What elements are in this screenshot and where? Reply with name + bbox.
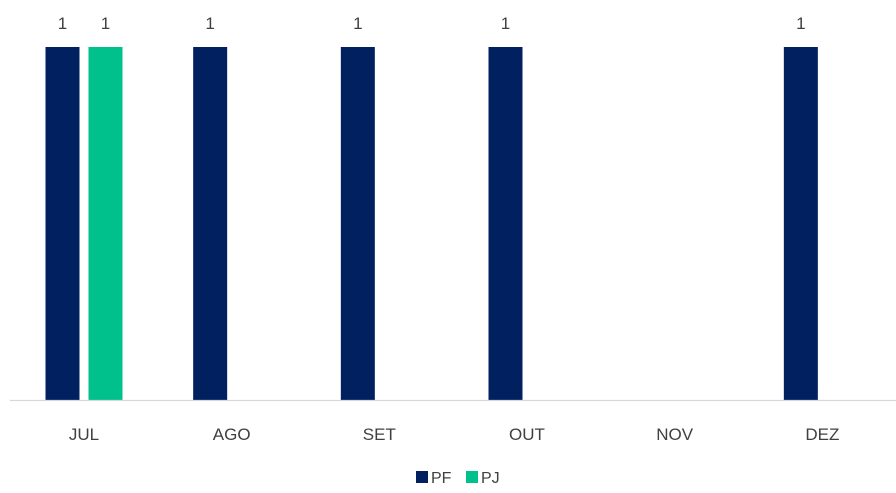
x-tick-labels-group: JUL AGO SET OUT NOV DEZ: [69, 425, 839, 444]
x-tick-label-dez: DEZ: [805, 425, 839, 444]
bar-pf-set: [340, 47, 375, 400]
legend-swatch-pf: [416, 471, 428, 483]
bar-pf-dez: [783, 47, 818, 400]
legend-label-pj: PJ: [481, 470, 500, 487]
x-tick-label-ago: AGO: [213, 425, 251, 444]
bar-pj-jul: [88, 47, 123, 400]
data-labels-group: 1 1 1 1 1 1: [58, 14, 806, 33]
data-label-pf-out: 1: [501, 14, 510, 33]
x-tick-label-set: SET: [363, 425, 396, 444]
data-label-pf-set: 1: [353, 14, 362, 33]
legend-swatch-pj: [466, 471, 478, 483]
legend: PF PJ: [416, 470, 500, 487]
data-label-pf-dez: 1: [796, 14, 805, 33]
data-label-pf-jul: 1: [58, 14, 67, 33]
legend-item-pj: PJ: [466, 470, 500, 487]
bar-pf-ago: [193, 47, 228, 400]
x-tick-label-out: OUT: [509, 425, 545, 444]
bars-group: [45, 47, 818, 400]
x-tick-label-nov: NOV: [656, 425, 694, 444]
data-label-pf-ago: 1: [205, 14, 214, 33]
data-label-pj-jul: 1: [101, 14, 110, 33]
legend-item-pf: PF: [416, 470, 452, 487]
bar-pf-out: [488, 47, 523, 400]
bar-pf-jul: [45, 47, 80, 400]
legend-label-pf: PF: [431, 470, 452, 487]
x-tick-label-jul: JUL: [69, 425, 99, 444]
